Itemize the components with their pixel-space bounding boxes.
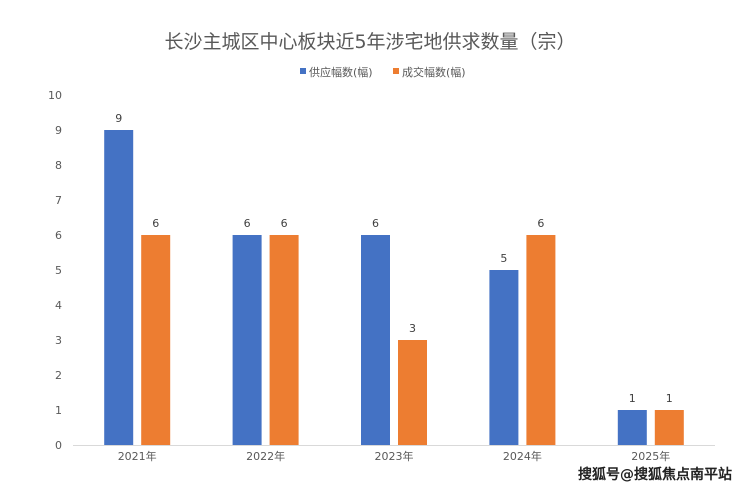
data-label: 6 [281, 217, 288, 230]
legend-label-0: 供应幅数(幅) [309, 65, 373, 79]
y-tick-label: 10 [48, 89, 62, 102]
y-tick-label: 2 [55, 369, 62, 382]
data-label: 6 [244, 217, 251, 230]
x-tick-label: 2024年 [503, 449, 542, 463]
y-tick-label: 9 [55, 124, 62, 137]
watermark: 搜狐号@搜狐焦点南平站 [578, 467, 732, 483]
data-label: 6 [537, 217, 544, 230]
data-label: 6 [152, 217, 159, 230]
data-label: 9 [115, 112, 122, 125]
legend-swatch-0 [300, 68, 306, 74]
y-tick-label: 3 [55, 334, 62, 347]
bar-deal [398, 340, 427, 445]
y-tick-label: 0 [55, 439, 62, 452]
data-label: 1 [666, 392, 673, 405]
bar-supply [104, 130, 134, 445]
legend-label-1: 成交幅数(幅) [402, 65, 466, 79]
x-tick-label: 2023年 [375, 449, 414, 463]
bar-supply [617, 410, 647, 445]
data-label: 5 [500, 252, 507, 265]
y-tick-label: 4 [55, 299, 62, 312]
x-tick-label: 2021年 [118, 449, 157, 463]
data-label: 6 [372, 217, 379, 230]
y-tick-label: 5 [55, 264, 62, 277]
y-tick-label: 6 [55, 229, 62, 242]
chart-title: 长沙主城区中心板块近5年涉宅地供求数量（宗） [164, 31, 575, 53]
x-tick-label: 2025年 [631, 449, 670, 463]
bar-deal [141, 235, 171, 445]
y-tick-label: 1 [55, 404, 62, 417]
bar-deal [526, 235, 556, 445]
bar-deal [654, 410, 684, 445]
x-tick-label: 2022年 [246, 449, 285, 463]
bar-supply [361, 235, 390, 445]
y-tick-label: 7 [55, 194, 62, 207]
bar-supply [489, 270, 519, 445]
legend-swatch-1 [393, 68, 399, 74]
data-label: 1 [629, 392, 636, 405]
bar-supply [232, 235, 262, 445]
y-tick-label: 8 [55, 159, 62, 172]
bar-deal [269, 235, 299, 445]
data-label: 3 [409, 322, 416, 335]
